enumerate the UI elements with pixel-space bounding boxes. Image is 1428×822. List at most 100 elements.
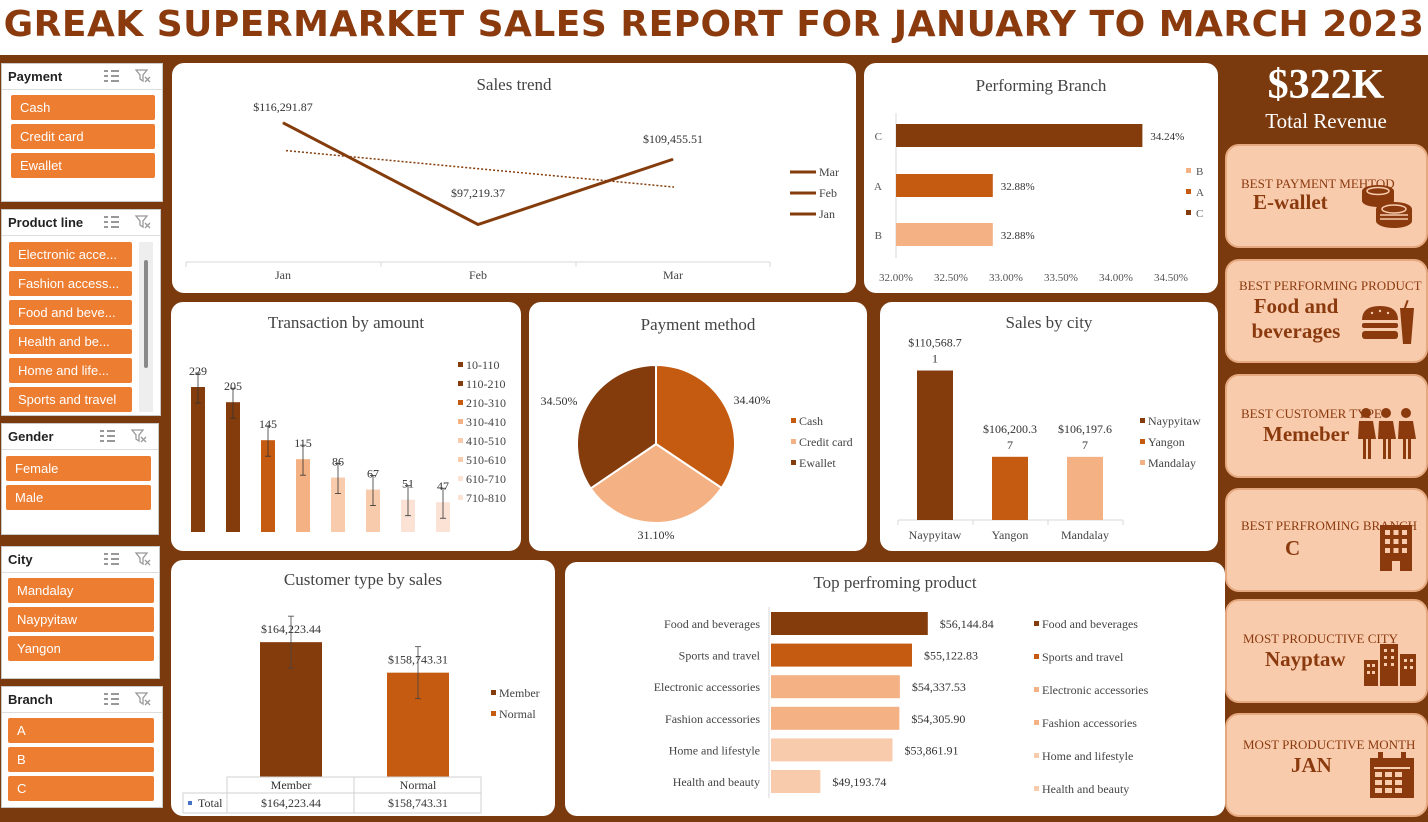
sales-trend-chart: $116,291.87 $97,219.37 $109,455.51 Jan Feb Ma… bbox=[185, 100, 839, 282]
legend-label: Mandalay bbox=[1148, 456, 1196, 470]
clear-filter-icon[interactable] bbox=[134, 214, 152, 230]
data-label: $54,305.90 bbox=[911, 712, 965, 726]
kpi-best-branch: BEST PERFROMING BRANCH C bbox=[1225, 488, 1428, 592]
pie-slice bbox=[576, 363, 657, 490]
bar bbox=[771, 643, 912, 667]
clear-filter-icon[interactable] bbox=[134, 551, 152, 567]
slicer-title: City bbox=[8, 552, 33, 567]
legend-label: Ewallet bbox=[799, 456, 836, 470]
chart-title: Performing Branch bbox=[975, 76, 1107, 95]
legend-swatch bbox=[791, 460, 796, 465]
performing-branch-card: Performing Branch 34.24% C 32.88% A 32.88% B 3… bbox=[864, 63, 1218, 293]
data-point bbox=[282, 122, 284, 124]
bar bbox=[191, 387, 205, 532]
legend-label: Health and beauty bbox=[1042, 782, 1129, 796]
multi-select-icon[interactable] bbox=[102, 214, 120, 230]
slicer-item-mandalay[interactable]: Mandalay bbox=[8, 578, 154, 603]
y-tick-label: C bbox=[875, 131, 882, 143]
slicer-scrollbar[interactable] bbox=[139, 242, 153, 412]
slicer-item-branch-a[interactable]: A bbox=[8, 718, 154, 743]
legend-label: A bbox=[1196, 187, 1204, 199]
slicer-item-sports[interactable]: Sports and travel bbox=[9, 387, 132, 412]
legend-swatch bbox=[458, 438, 463, 443]
x-tick-label: 33.00% bbox=[989, 272, 1023, 284]
slicer-item-electronic[interactable]: Electronic acce... bbox=[9, 242, 132, 267]
clear-filter-icon[interactable] bbox=[130, 428, 148, 444]
legend-swatch bbox=[458, 381, 463, 386]
top-product-chart: $56,144.84 Food and beverages $55,122.83 Sp… bbox=[654, 607, 1149, 798]
data-label: 67 bbox=[367, 467, 379, 481]
multi-select-icon[interactable] bbox=[102, 691, 120, 707]
slicer-item-yangon[interactable]: Yangon bbox=[8, 636, 154, 661]
bar bbox=[771, 612, 928, 635]
kpi-value: Nayptaw bbox=[1265, 647, 1346, 671]
legend-label: 410-510 bbox=[466, 434, 506, 448]
pie-slice bbox=[589, 442, 724, 524]
x-tick-label: Mandalay bbox=[1061, 528, 1109, 542]
slicer-title: Branch bbox=[8, 692, 53, 707]
legend-swatch bbox=[1034, 621, 1039, 626]
y-tick-label: Health and beauty bbox=[673, 775, 760, 789]
building-icon bbox=[1376, 521, 1416, 580]
data-label: 86 bbox=[332, 455, 344, 469]
data-label: 1 bbox=[932, 352, 938, 366]
slicer-item-naypyitaw[interactable]: Naypyitaw bbox=[8, 607, 154, 632]
legend-swatch bbox=[1034, 720, 1039, 725]
slicer-item-branch-b[interactable]: B bbox=[8, 747, 154, 772]
data-label: $56,144.84 bbox=[940, 617, 994, 631]
data-label: $54,337.53 bbox=[912, 680, 966, 694]
sales-by-city-card: Sales by city $110,568.7 1 Naypyitaw $106,2… bbox=[880, 302, 1218, 551]
slicer-item-female[interactable]: Female bbox=[6, 456, 151, 481]
kpi-label: MOST PRODUCTIVE CITY bbox=[1243, 631, 1399, 646]
slicer-item-home[interactable]: Home and life... bbox=[9, 358, 132, 383]
sales-line bbox=[282, 121, 674, 227]
transaction-chart: 229 205 145 115 86 67 51 47 10-110 110-210 210-310… bbox=[189, 358, 506, 532]
slicer-item-branch-c[interactable]: C bbox=[8, 776, 154, 801]
clear-filter-icon[interactable] bbox=[134, 68, 152, 84]
slicer-item-cash[interactable]: Cash bbox=[11, 95, 155, 120]
slicer-item-ewallet[interactable]: Ewallet bbox=[11, 153, 155, 178]
report-header: GREAK SUPERMARKET SALES REPORT FOR JANUA… bbox=[0, 0, 1428, 55]
kpi-label: BEST CUSTOMER TYPE bbox=[1241, 406, 1382, 421]
branch-slicer: Branch A B C bbox=[1, 686, 163, 808]
data-label: 32.88% bbox=[1001, 230, 1035, 242]
legend-swatch bbox=[1140, 418, 1145, 423]
legend-swatch bbox=[458, 362, 463, 367]
data-label: 51 bbox=[402, 477, 414, 491]
slicer-item-credit-card[interactable]: Credit card bbox=[11, 124, 155, 149]
legend-swatch bbox=[458, 457, 463, 462]
legend-swatch bbox=[1140, 439, 1145, 444]
slicer-item-health[interactable]: Health and be... bbox=[9, 329, 132, 354]
payment-method-chart: 34.40% 31.10% 34.50% Cash Credit card Ewallet bbox=[541, 363, 853, 542]
slicer-item-food[interactable]: Food and beve... bbox=[9, 300, 132, 325]
multi-select-icon[interactable] bbox=[102, 68, 120, 84]
product-line-slicer: Product line Electronic acce... Fashion … bbox=[1, 209, 161, 416]
legend-label: 610-710 bbox=[466, 472, 506, 486]
x-tick-label: 32.00% bbox=[879, 272, 913, 284]
bar bbox=[896, 174, 993, 197]
chart-title: Payment method bbox=[640, 315, 756, 334]
multi-select-icon[interactable] bbox=[98, 428, 116, 444]
data-label: 47 bbox=[437, 479, 449, 493]
bar bbox=[226, 402, 240, 532]
total-revenue-value: $322K bbox=[1267, 62, 1385, 108]
clear-filter-icon[interactable] bbox=[134, 691, 152, 707]
sales-trend-card: Sales trend $116,291.87 $97,219.37 $109,45… bbox=[172, 63, 856, 293]
slicer-title: Payment bbox=[8, 69, 63, 84]
legend-label: Sports and travel bbox=[1042, 650, 1124, 664]
data-label: $49,193.74 bbox=[832, 775, 886, 789]
bar bbox=[261, 440, 275, 532]
data-label: 205 bbox=[224, 379, 242, 393]
sales-by-city-chart: $110,568.7 1 Naypyitaw $106,200.3 7 Yangon $10… bbox=[897, 336, 1201, 542]
gender-slicer: Gender Female Male bbox=[1, 423, 159, 535]
slicer-item-fashion[interactable]: Fashion access... bbox=[9, 271, 132, 296]
legend-swatch bbox=[791, 418, 796, 423]
data-label: 229 bbox=[189, 364, 207, 378]
legend-swatch bbox=[1186, 168, 1191, 173]
multi-select-icon[interactable] bbox=[102, 551, 120, 567]
legend-label: Naypyitaw bbox=[1148, 414, 1201, 428]
legend-label: 310-410 bbox=[466, 415, 506, 429]
pie-slice bbox=[655, 363, 736, 490]
slicer-item-male[interactable]: Male bbox=[6, 485, 151, 510]
legend-label: Food and beverages bbox=[1042, 617, 1138, 631]
